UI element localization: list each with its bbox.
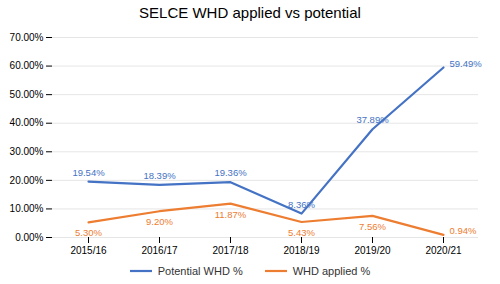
svg-text:11.87%: 11.87% xyxy=(215,209,247,220)
svg-text:2017/18: 2017/18 xyxy=(212,245,249,256)
svg-text:60.00%: 60.00% xyxy=(10,60,44,71)
svg-text:40.00%: 40.00% xyxy=(10,117,44,128)
svg-text:0.94%: 0.94% xyxy=(450,225,477,236)
svg-text:37.89%: 37.89% xyxy=(356,114,389,125)
svg-text:20.00%: 20.00% xyxy=(10,175,44,186)
svg-text:0.00%: 0.00% xyxy=(15,232,43,243)
svg-text:7.56%: 7.56% xyxy=(359,221,386,232)
svg-text:70.00%: 70.00% xyxy=(10,32,44,43)
svg-text:19.36%: 19.36% xyxy=(214,167,247,178)
svg-text:10.00%: 10.00% xyxy=(10,203,44,214)
svg-text:2018/19: 2018/19 xyxy=(283,245,320,256)
svg-text:59.49%: 59.49% xyxy=(450,58,483,69)
svg-text:5.43%: 5.43% xyxy=(288,227,315,238)
html-text:WHD applied %: WHD applied % xyxy=(292,265,371,277)
svg-text:19.54%: 19.54% xyxy=(72,167,105,178)
svg-text:18.39%: 18.39% xyxy=(143,170,176,181)
svg-text:8.36%: 8.36% xyxy=(288,199,315,210)
svg-text:9.20%: 9.20% xyxy=(146,216,173,227)
svg-text:5.30%: 5.30% xyxy=(75,227,102,238)
svg-text:50.00%: 50.00% xyxy=(10,89,44,100)
svg-text:30.00%: 30.00% xyxy=(10,146,44,157)
svg-text:2019/20: 2019/20 xyxy=(354,245,391,256)
svg-text:2020/21: 2020/21 xyxy=(425,245,462,256)
html-text:Potential WHD %: Potential WHD % xyxy=(157,265,243,277)
svg-text:2016/17: 2016/17 xyxy=(141,245,178,256)
html-text:SELCE WHD applied vs potential: SELCE WHD applied vs potential xyxy=(139,4,361,21)
svg-text:2015/16: 2015/16 xyxy=(70,245,107,256)
